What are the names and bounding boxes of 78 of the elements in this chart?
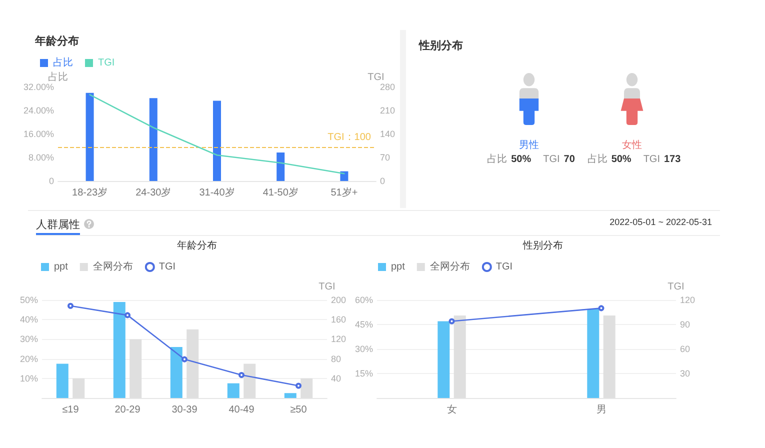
chart-title: 年龄分布 [34, 34, 79, 48]
y-tick-label: 45% [354, 320, 373, 330]
x-tick-label: ≥50 [290, 404, 308, 416]
x-tick-label: 31-40岁 [199, 186, 235, 198]
bar [56, 364, 68, 398]
y2-tick-label: 60 [680, 344, 690, 354]
y-tick-label: 60% [354, 295, 373, 305]
y2-tick-label: 210 [380, 106, 396, 116]
x-tick-label: 24-30岁 [136, 186, 172, 198]
point [238, 372, 244, 378]
y2-axis-title: TGI [668, 282, 684, 292]
category-label: 男性 [519, 138, 539, 152]
y2-tick-label: 200 [331, 295, 346, 305]
chart-title: 性别分布 [522, 240, 563, 252]
y-tick-label: 8.00% [28, 152, 54, 162]
text: 2022-05-01 ~ 2022-05-31 [610, 217, 712, 227]
y2-tick-label: 120 [680, 295, 696, 305]
point [182, 356, 188, 362]
legend-label: TGI [496, 262, 513, 272]
bar [170, 347, 182, 398]
x-tick-label: 30-39 [172, 404, 198, 416]
y2-axis-title: TGI [318, 282, 336, 292]
text: 性别分布 [419, 38, 463, 53]
text: 人群属性 [36, 218, 80, 232]
y-tick-label: 30% [354, 344, 373, 354]
x-tick-label: 40-49 [228, 404, 255, 416]
y2-tick-label: 90 [680, 320, 690, 330]
y-tick-label: 16.00% [23, 129, 54, 139]
y-tick-label: 10% [20, 373, 38, 384]
x-tick-label: 41-50岁 [262, 186, 298, 198]
y2-tick-label: 140 [380, 129, 396, 139]
legend-label: 全网分布 [92, 260, 133, 272]
y-tick-label: 30% [20, 334, 38, 344]
y-tick-label: 0 [48, 176, 54, 186]
legend-label: ppt [391, 262, 406, 272]
y2-tick-label: 0 [380, 176, 386, 186]
x-tick-label: 女 [446, 404, 457, 416]
chart-title: 年龄分布 [177, 240, 217, 252]
text: TGI [643, 154, 660, 165]
y-tick-label: 15% [354, 368, 373, 378]
x-tick-label: 男 [596, 404, 606, 416]
bar [276, 152, 285, 181]
x-tick-label: 51岁+ [330, 186, 358, 198]
y2-tick-label: 160 [331, 314, 346, 325]
legend-label: 全网分布 [430, 260, 470, 272]
bar [213, 100, 221, 181]
legend-label: 占比 [53, 56, 73, 68]
line-series [89, 94, 345, 174]
point [124, 312, 130, 318]
legend-label: TGI [98, 58, 115, 68]
y-axis-title: 占比 [48, 71, 68, 84]
bar [113, 302, 126, 398]
y2-tick-label: 30 [680, 368, 690, 378]
legend-label: ppt [54, 262, 68, 272]
x-tick-label: 18-23岁 [72, 186, 108, 198]
y2-tick-label: 120 [331, 334, 346, 344]
y2-tick-label: 40 [331, 373, 342, 384]
category-label: 女性 [622, 138, 642, 152]
ref-line-label: TGI：100 [328, 132, 372, 143]
y-tick-label: 40% [20, 314, 38, 325]
legend-label: TGI [158, 262, 176, 272]
x-tick-label: ≤19 [62, 404, 80, 416]
data-label: 173 [664, 154, 681, 165]
bar [227, 383, 240, 398]
bar [149, 98, 158, 181]
x-tick-label: 20-29 [114, 404, 141, 416]
y-tick-label: 32.00% [23, 82, 54, 92]
y-tick-label: 20% [20, 354, 38, 364]
y2-tick-label: 280 [380, 82, 396, 92]
bar [284, 393, 296, 398]
y2-tick-label: 80 [331, 354, 342, 364]
point [296, 382, 302, 389]
point [68, 302, 74, 309]
y2-axis-title: TGI [368, 72, 384, 84]
y-tick-label: 50% [20, 295, 38, 305]
y-tick-label: 24.00% [23, 106, 54, 116]
bar [86, 92, 94, 181]
y2-tick-label: 70 [380, 152, 390, 162]
